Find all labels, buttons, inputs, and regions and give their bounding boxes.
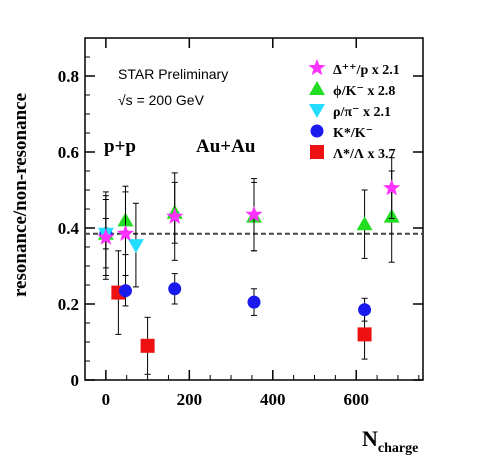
system-label-auau: Au+Au	[196, 136, 256, 157]
data-point-circle	[358, 303, 372, 317]
legend-marker-triangle-down	[309, 104, 325, 118]
legend-label: Λ*/Λ x 3.7	[333, 147, 395, 162]
legend-marker-star	[308, 59, 326, 76]
x-tick-label: 400	[260, 390, 286, 409]
system-label-pp: p+p	[104, 136, 136, 157]
legend-marker-triangle-up	[309, 81, 325, 95]
series-star	[97, 157, 401, 280]
legend-marker-square	[310, 145, 324, 159]
data-point-star	[245, 205, 263, 222]
header-line-2: √s = 200 GeV	[118, 92, 205, 108]
legend: Δ⁺⁺/p x 2.1 ϕ/K⁻ x 2.8 ρ/π⁻ x 2.1 K*/K⁻ Λ*/Λ…	[308, 59, 400, 162]
data-point-square	[357, 327, 372, 342]
series-square	[111, 250, 372, 375]
x-tick-label: 600	[343, 390, 369, 409]
legend-label: ρ/π⁻ x 2.1	[333, 105, 391, 120]
x-tick-label: 200	[177, 390, 203, 409]
y-tick-label: 0.4	[58, 219, 80, 238]
data-point-star	[383, 179, 401, 196]
y-tick-label: 0.8	[58, 67, 79, 86]
legend-label: K*/K⁻	[333, 126, 373, 141]
series-triangle-up	[97, 170, 400, 269]
data-point-triangle-up	[356, 216, 373, 231]
y-tick-label: 0.6	[58, 143, 79, 162]
x-axis-title-subscript: charge	[378, 441, 418, 456]
y-tick-label: 0	[71, 371, 80, 390]
x-axis-title-main: N	[362, 426, 378, 451]
data-point-circle	[168, 282, 182, 296]
data-point-triangle-down	[127, 239, 144, 254]
data-point-circle	[118, 284, 132, 298]
data-point-circle	[247, 295, 261, 309]
data-point-star	[166, 207, 184, 224]
legend-label: ϕ/K⁻ x 2.8	[333, 84, 395, 99]
legend-marker-circle	[310, 124, 324, 138]
data-point-star	[97, 228, 115, 245]
legend-label: Δ⁺⁺/p x 2.1	[333, 63, 400, 78]
data-point-square	[140, 338, 155, 353]
y-tick-label: 0.2	[58, 295, 79, 314]
series-circle	[99, 218, 372, 322]
header-line-1: STAR Preliminary	[118, 66, 228, 82]
data-point-star	[116, 224, 135, 241]
x-tick-label: 0	[102, 390, 111, 409]
x-axis-title: Ncharge	[362, 426, 418, 456]
y-axis-title: resonance/non-resonance	[10, 93, 31, 297]
